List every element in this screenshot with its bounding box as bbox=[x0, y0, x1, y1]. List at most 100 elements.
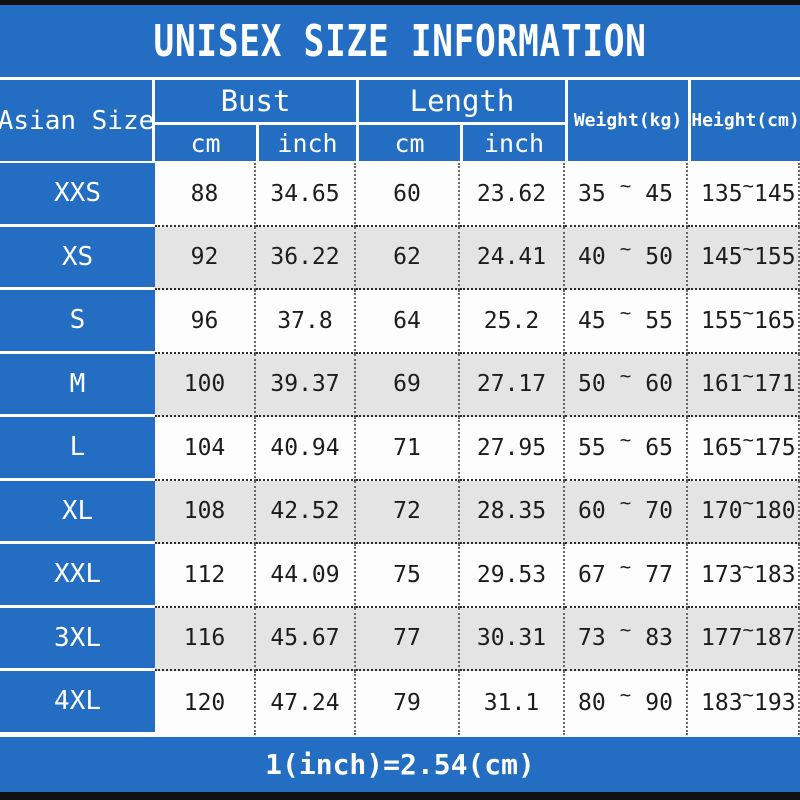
bust-inch-cell: 36.22 bbox=[256, 226, 356, 290]
weight-max: 90 bbox=[645, 689, 673, 716]
header-weight: Weight(kg) bbox=[565, 80, 688, 161]
range-tilde: ~ bbox=[742, 555, 754, 578]
page-title: UNISEX SIZE INFORMATION bbox=[153, 15, 647, 67]
weight-min: 45 bbox=[578, 307, 606, 334]
length-cm-cell: 60 bbox=[356, 163, 460, 227]
bust-cm-cell: 96 bbox=[155, 290, 256, 354]
height-max: 171 bbox=[754, 371, 796, 398]
weight-max: 65 bbox=[645, 434, 673, 461]
range-tilde: ~ bbox=[742, 365, 754, 388]
weight-max: 77 bbox=[645, 561, 673, 588]
top-black-bar bbox=[0, 0, 800, 5]
length-cm-cell: 62 bbox=[356, 226, 460, 290]
range-tilde: ~ bbox=[619, 301, 632, 324]
height-range-cell: 145 ~ 155 bbox=[688, 226, 800, 290]
length-cm-cell: 72 bbox=[356, 480, 460, 544]
weight-max: 50 bbox=[645, 244, 673, 271]
size-label-cell: L bbox=[0, 417, 155, 481]
height-min: 170 bbox=[701, 498, 743, 525]
weight-max: 83 bbox=[645, 625, 673, 652]
bottom-black-bar bbox=[0, 791, 800, 800]
range-tilde: ~ bbox=[619, 683, 632, 706]
table-row: XXL 112 44.09 75 29.53 67 ~ 77 173 ~ 183 bbox=[0, 544, 800, 608]
height-max: 165 bbox=[754, 307, 796, 334]
range-tilde: ~ bbox=[742, 428, 754, 451]
weight-min: 60 bbox=[578, 498, 606, 525]
bust-inch-cell: 39.37 bbox=[256, 353, 356, 417]
height-max: 183 bbox=[754, 561, 796, 588]
length-inch-cell: 24.41 bbox=[460, 226, 565, 290]
height-min: 145 bbox=[701, 244, 743, 271]
weight-range-cell: 40 ~ 50 bbox=[565, 226, 688, 290]
range-tilde: ~ bbox=[742, 301, 754, 324]
size-label-cell: S bbox=[0, 290, 155, 354]
bust-cm-cell: 112 bbox=[155, 544, 256, 608]
weight-range-cell: 35 ~ 45 bbox=[565, 163, 688, 227]
height-range-cell: 165 ~ 175 bbox=[688, 417, 800, 481]
weight-range-cell: 80 ~ 90 bbox=[565, 671, 688, 735]
weight-range-cell: 50 ~ 60 bbox=[565, 353, 688, 417]
height-max: 187 bbox=[754, 625, 796, 652]
table-body: XXS 88 34.65 60 23.62 35 ~ 45 135 ~ 145 … bbox=[0, 163, 800, 735]
height-max: 175 bbox=[754, 434, 796, 461]
length-cm-cell: 77 bbox=[356, 607, 460, 671]
bust-inch-cell: 37.8 bbox=[256, 290, 356, 354]
table-row: S 96 37.8 64 25.2 45 ~ 55 155 ~ 165 bbox=[0, 290, 800, 354]
height-max: 193 bbox=[754, 689, 796, 716]
weight-range-cell: 60 ~ 70 bbox=[565, 480, 688, 544]
range-tilde: ~ bbox=[742, 492, 754, 515]
table-row: XS 92 36.22 62 24.41 40 ~ 50 145 ~ 155 bbox=[0, 226, 800, 290]
length-inch-cell: 27.17 bbox=[460, 353, 565, 417]
size-label-cell: 3XL bbox=[0, 607, 155, 671]
height-min: 161 bbox=[701, 371, 743, 398]
range-tilde: ~ bbox=[619, 365, 632, 388]
bust-cm-cell: 120 bbox=[155, 671, 256, 735]
height-min: 165 bbox=[701, 434, 743, 461]
weight-range-cell: 67 ~ 77 bbox=[565, 544, 688, 608]
height-max: 180 bbox=[754, 498, 796, 525]
bust-inch-cell: 34.65 bbox=[256, 163, 356, 227]
header-length: Length bbox=[356, 80, 565, 125]
length-inch-cell: 30.31 bbox=[460, 607, 565, 671]
range-tilde: ~ bbox=[619, 492, 632, 515]
weight-max: 70 bbox=[645, 498, 673, 525]
range-tilde: ~ bbox=[742, 174, 754, 197]
title-band: UNISEX SIZE INFORMATION bbox=[0, 5, 800, 80]
length-cm-cell: 64 bbox=[356, 290, 460, 354]
bust-inch-cell: 42.52 bbox=[256, 480, 356, 544]
weight-max: 60 bbox=[645, 371, 673, 398]
height-range-cell: 161 ~ 171 bbox=[688, 353, 800, 417]
height-max: 145 bbox=[754, 180, 796, 207]
height-max: 155 bbox=[754, 244, 796, 271]
table-header: Asian Size Bust Length Weight(kg) Height… bbox=[0, 80, 800, 163]
size-label-cell: M bbox=[0, 353, 155, 417]
height-range-cell: 177 ~ 187 bbox=[688, 607, 800, 671]
bust-cm-cell: 108 bbox=[155, 480, 256, 544]
weight-min: 40 bbox=[578, 244, 606, 271]
weight-range-cell: 45 ~ 55 bbox=[565, 290, 688, 354]
range-tilde: ~ bbox=[742, 238, 754, 261]
conversion-note: 1(inch)=2.54(cm) bbox=[265, 747, 535, 781]
weight-min: 35 bbox=[578, 180, 606, 207]
footer-band: 1(inch)=2.54(cm) bbox=[0, 734, 800, 792]
weight-min: 50 bbox=[578, 371, 606, 398]
table-row: L 104 40.94 71 27.95 55 ~ 65 165 ~ 175 bbox=[0, 417, 800, 481]
weight-min: 80 bbox=[578, 689, 606, 716]
table-row: 3XL 116 45.67 77 30.31 73 ~ 83 177 ~ 187 bbox=[0, 607, 800, 671]
header-bust-inch: inch bbox=[256, 125, 356, 161]
header-asian-size: Asian Size bbox=[0, 80, 155, 161]
range-tilde: ~ bbox=[742, 683, 754, 706]
bust-inch-cell: 47.24 bbox=[256, 671, 356, 735]
header-bust-cm: cm bbox=[155, 125, 256, 161]
length-inch-cell: 29.53 bbox=[460, 544, 565, 608]
table-row: M 100 39.37 69 27.17 50 ~ 60 161 ~ 171 bbox=[0, 353, 800, 417]
height-min: 173 bbox=[701, 561, 743, 588]
weight-min: 67 bbox=[578, 561, 606, 588]
bust-cm-cell: 104 bbox=[155, 417, 256, 481]
length-inch-cell: 28.35 bbox=[460, 480, 565, 544]
size-label-cell: 4XL bbox=[0, 671, 155, 735]
range-tilde: ~ bbox=[619, 428, 632, 451]
range-tilde: ~ bbox=[619, 174, 632, 197]
height-range-cell: 135 ~ 145 bbox=[688, 163, 800, 227]
bust-inch-cell: 44.09 bbox=[256, 544, 356, 608]
